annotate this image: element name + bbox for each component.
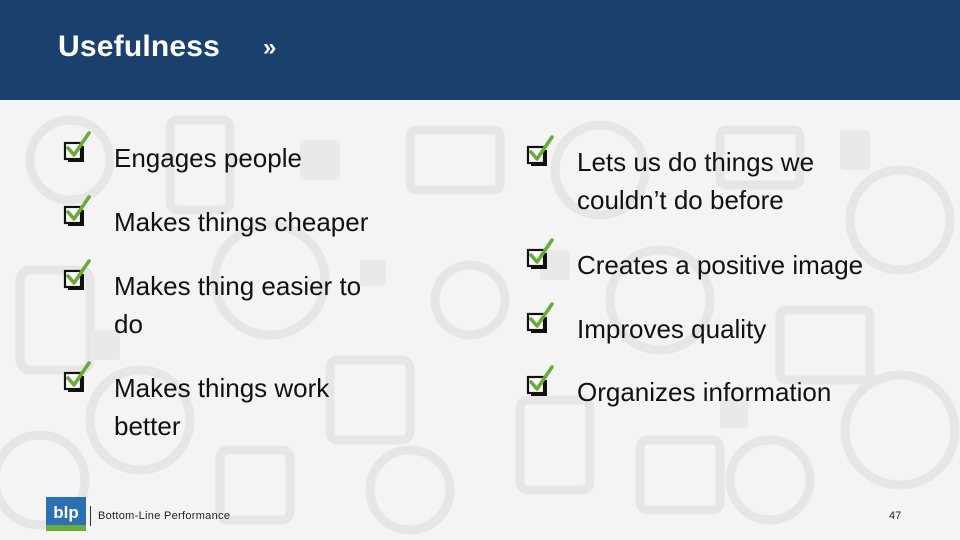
checkmark-icon — [66, 259, 91, 285]
page-number: 47 — [889, 510, 902, 522]
footer-company-name: Bottom-Line Performance — [98, 510, 231, 522]
bullet-text: Makes thing easier to do — [114, 267, 361, 343]
checkmark-icon — [529, 238, 554, 264]
bullet-text-line: Makes things cheaper — [114, 207, 369, 237]
blp-logo: blp — [46, 497, 86, 531]
bullet-text-line: Lets us do things we — [577, 147, 815, 177]
bullet-text-line: Engages people — [114, 143, 302, 173]
footer-divider — [90, 506, 91, 526]
bullet-text-line: Makes thing easier to — [114, 271, 362, 301]
bullet-text-line: Creates a positive image — [577, 250, 864, 280]
logo-text: blp — [53, 503, 79, 522]
slide-title: Usefulness — [58, 30, 221, 63]
checkbox-icon — [63, 259, 91, 290]
bullet-text: Makes things work better — [114, 369, 329, 445]
bullet-text: Creates a positive image — [577, 246, 863, 284]
checkmark-icon — [66, 361, 91, 387]
bullet-text-line: Makes things work — [114, 373, 330, 403]
bullet-text-line: couldn’t do before — [577, 185, 784, 215]
title-arrow-glyph: » — [263, 34, 277, 61]
checkmark-icon — [66, 131, 91, 157]
checkmark-icon — [529, 135, 554, 161]
checkbox-icon — [63, 361, 91, 392]
checkbox-icon — [63, 195, 91, 226]
bullet-text-line: Organizes information — [577, 377, 832, 407]
checkbox-icon — [526, 302, 554, 333]
checkmark-icon — [66, 195, 91, 221]
checkbox-icon — [526, 365, 554, 396]
title-bar: Usefulness » — [0, 0, 960, 100]
bullet-text-line: better — [114, 411, 181, 441]
checkmark-icon — [529, 302, 554, 328]
bullet-text: Lets us do things we couldn’t do before — [577, 143, 814, 219]
checkbox-icon — [526, 135, 554, 166]
checkbox-icon — [526, 238, 554, 269]
checkbox-icon — [63, 131, 91, 162]
bullet-text: Makes things cheaper — [114, 203, 368, 241]
checkmark-icon — [529, 365, 554, 391]
bullet-text: Organizes information — [577, 373, 831, 411]
bullet-text: Engages people — [114, 139, 302, 177]
bullet-text: Improves quality — [577, 310, 766, 348]
bullet-text-line: Improves quality — [577, 314, 767, 344]
background-icon-pattern — [0, 115, 960, 535]
bullet-text-line: do — [114, 309, 143, 339]
